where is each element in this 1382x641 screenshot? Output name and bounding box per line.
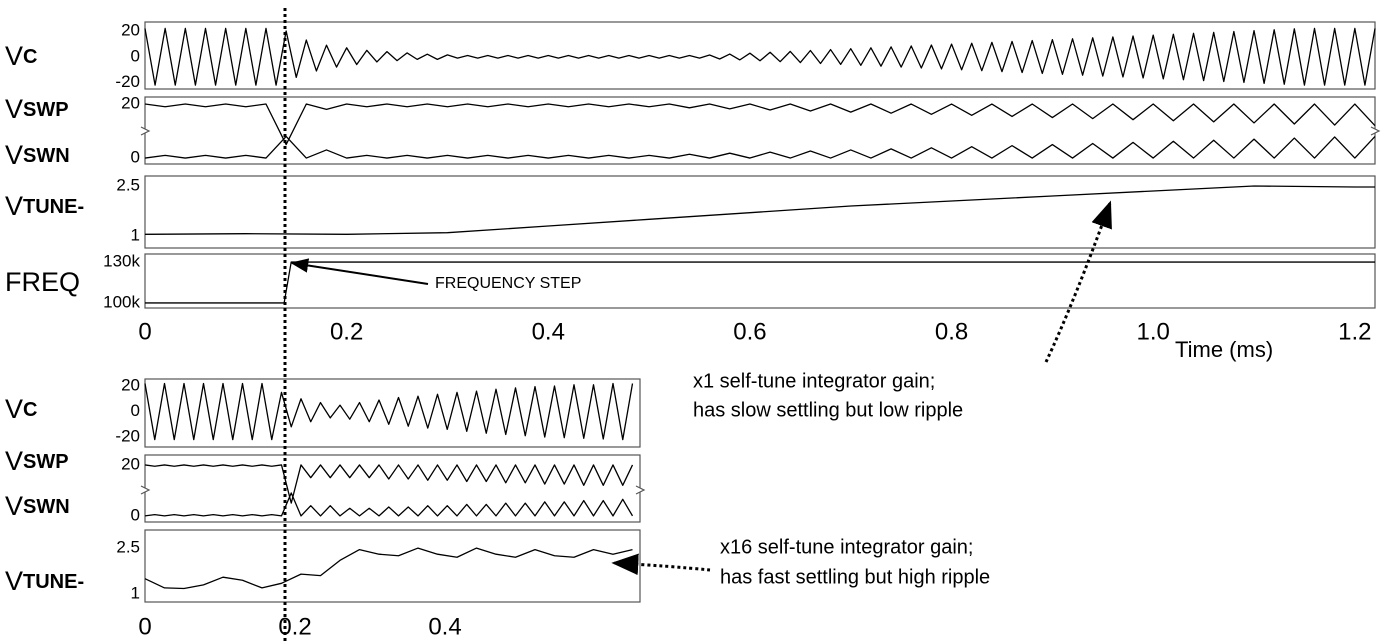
axis-break xyxy=(140,485,151,495)
panel-frame xyxy=(144,253,1376,309)
x-axis-label: Time (ms) xyxy=(1175,337,1273,362)
axis-break xyxy=(1370,126,1381,136)
y-tick-label: 1 xyxy=(131,584,140,603)
waveform xyxy=(144,492,634,517)
panel-frame xyxy=(144,529,641,603)
signal-label-sub: SWP xyxy=(23,451,69,473)
y-tick-label: 2.5 xyxy=(116,538,140,557)
x-tick-label: 0 xyxy=(138,613,151,640)
y-tick-label: 20 xyxy=(121,376,140,395)
panel-frame xyxy=(144,378,641,448)
x-tick-label: 0.2 xyxy=(278,613,311,640)
waveform xyxy=(144,27,1376,86)
annotation: has fast settling but high ripple xyxy=(720,566,990,588)
signal-label-main: V xyxy=(5,41,23,71)
x-tick-label: 0.2 xyxy=(330,318,363,345)
x-tick-label: 0.4 xyxy=(532,318,565,345)
annotation: x16 self-tune integrator gain; xyxy=(720,536,974,558)
signal-label-main: FREQ xyxy=(5,267,80,297)
signal-label: VSWP xyxy=(5,446,69,476)
waveform xyxy=(144,135,1376,159)
y-tick-label: 1 xyxy=(131,225,140,244)
y-tick-label: 0 xyxy=(131,148,140,167)
arrow xyxy=(1044,200,1112,363)
x-tick-label: 0.6 xyxy=(733,318,766,345)
signal-label-sub: TUNE- xyxy=(23,196,84,218)
x-tick-label: 0.8 xyxy=(935,318,968,345)
panel-frame xyxy=(144,21,1376,90)
x-tick-label: 0.4 xyxy=(428,613,461,640)
signal-label: VTUNE- xyxy=(5,191,84,221)
signal-label: VSWP xyxy=(5,94,69,124)
x-tick-label: 1.2 xyxy=(1338,318,1371,345)
arrow xyxy=(290,258,429,285)
annotation: FREQUENCY STEP xyxy=(435,275,581,292)
signal-label-sub: SWN xyxy=(23,496,70,518)
y-tick-label: 20 xyxy=(121,21,140,40)
panel-frame xyxy=(144,175,1376,249)
signal-label-main: V xyxy=(5,94,23,124)
y-tick-label: 130k xyxy=(103,252,140,271)
waveform xyxy=(144,382,634,441)
y-tick-label: -20 xyxy=(115,427,140,446)
waveform xyxy=(144,464,634,504)
signal-label: VSWN xyxy=(5,140,70,170)
signal-label-main: V xyxy=(5,491,23,521)
waveform xyxy=(144,547,633,590)
y-tick-label: 0 xyxy=(131,401,140,420)
signal-label-main: V xyxy=(5,446,23,476)
signal-label: VC xyxy=(5,394,37,424)
x-tick-label: 0 xyxy=(138,318,151,345)
x-tick-label: 1.0 xyxy=(1137,318,1170,345)
axis-break xyxy=(140,126,151,136)
y-tick-label: 0 xyxy=(131,505,140,524)
signal-label-main: V xyxy=(5,191,23,221)
arrow xyxy=(611,553,711,576)
signal-label: FREQ xyxy=(5,267,80,297)
signal-label: VC xyxy=(5,41,37,71)
waveform xyxy=(144,103,1376,146)
annotation: has slow settling but low ripple xyxy=(693,399,963,421)
waveform xyxy=(145,261,1375,304)
signal-label: VTUNE- xyxy=(5,566,84,596)
y-tick-label: 0 xyxy=(131,46,140,65)
signal-label-sub: C xyxy=(23,399,37,421)
axis-break xyxy=(635,485,646,495)
y-tick-label: 2.5 xyxy=(116,175,140,194)
signal-label: VSWN xyxy=(5,491,70,521)
signal-label-sub: SWN xyxy=(23,145,70,167)
signal-label-main: V xyxy=(5,394,23,424)
annotation: x1 self-tune integrator gain; xyxy=(693,370,935,392)
signal-label-main: V xyxy=(5,566,23,596)
y-tick-label: 100k xyxy=(103,292,140,311)
signal-label-sub: TUNE- xyxy=(23,571,84,593)
y-tick-label: -20 xyxy=(115,72,140,91)
y-tick-label: 20 xyxy=(121,94,140,113)
y-tick-label: 20 xyxy=(121,454,140,473)
signal-label-sub: SWP xyxy=(23,99,69,121)
waveform xyxy=(144,185,1375,235)
signal-label-main: V xyxy=(5,140,23,170)
signal-label-sub: C xyxy=(23,46,37,68)
